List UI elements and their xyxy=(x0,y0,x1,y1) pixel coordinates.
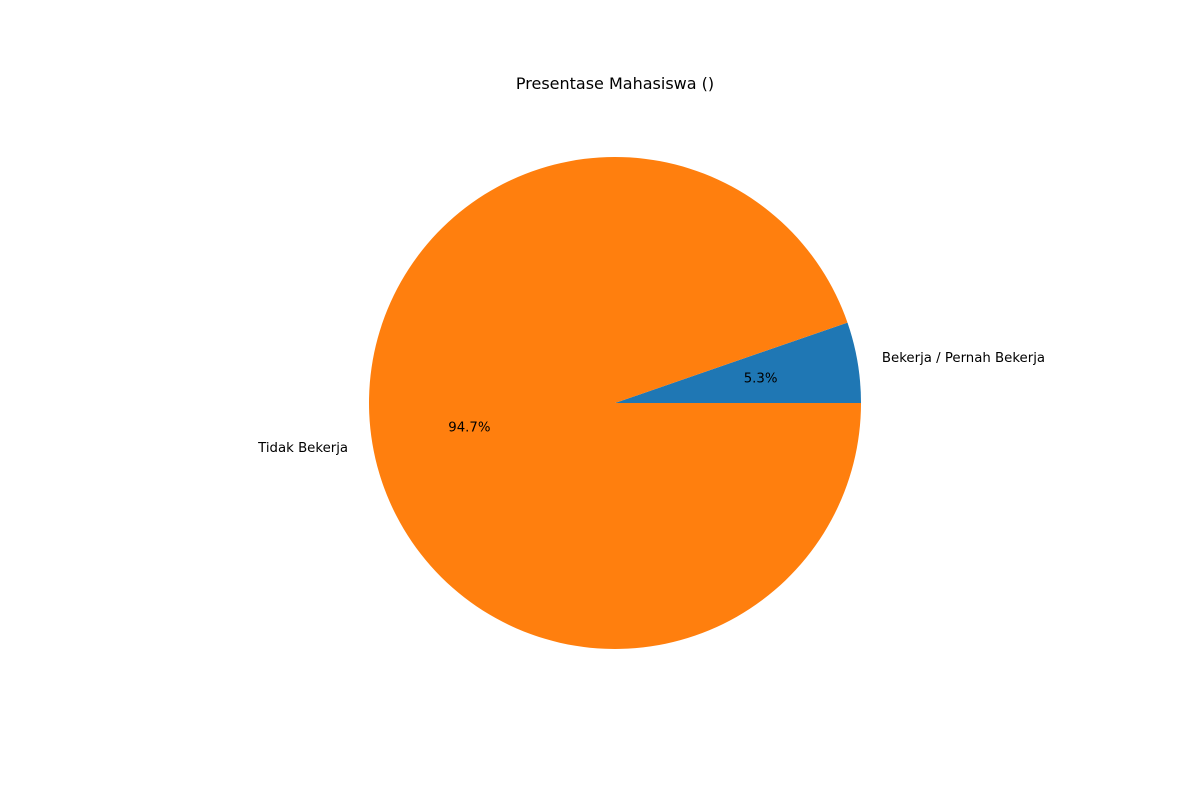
chart-title: Presentase Mahasiswa () xyxy=(516,74,714,93)
slice-label-1: Tidak Bekerja xyxy=(257,441,348,456)
slice-label-0: Bekerja / Pernah Bekerja xyxy=(882,351,1045,366)
slice-pct-label-1: 94.7% xyxy=(448,421,490,436)
pie-slice-0 xyxy=(615,322,861,403)
pie-slice-1 xyxy=(368,156,861,649)
slice-pct-label-0: 5.3% xyxy=(744,372,778,387)
pie-labels: Bekerja / Pernah Bekerja 5.3% Tidak Bekerj… xyxy=(257,351,1045,456)
pie-slices xyxy=(368,156,861,649)
